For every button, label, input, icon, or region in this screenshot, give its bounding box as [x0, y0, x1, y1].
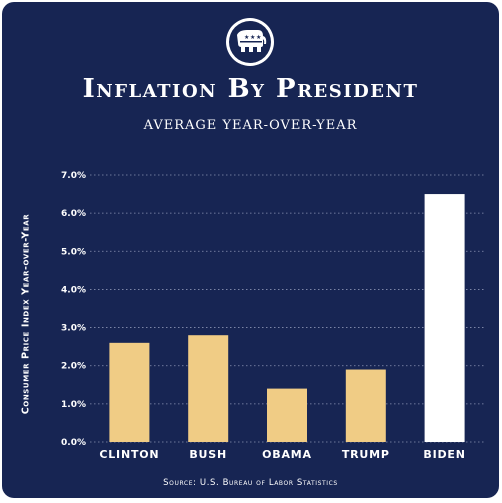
- x-tick-label: BUSH: [189, 448, 227, 461]
- source-note: Source: U.S. Bureau of Labor Statistics: [163, 478, 338, 488]
- svg-text:★: ★: [256, 34, 261, 41]
- x-tick-label: BIDEN: [423, 448, 465, 461]
- y-tick-label: 1.0%: [61, 400, 86, 410]
- bar-chart: 0.0% 1.0% 2.0% 3.0% 4.0% 5.0% 6.0% 7.0% CLINTON…: [61, 171, 484, 461]
- x-tick-label: CLINTON: [99, 448, 159, 461]
- chart-title: Inflation By President: [82, 74, 419, 104]
- chart-card: ★ ★ ★ Inflation By President AVERAGE YEA…: [2, 2, 499, 498]
- bar-bush: [188, 335, 229, 442]
- republican-elephant-icon: ★ ★ ★: [226, 18, 274, 66]
- bar-obama: [267, 388, 307, 442]
- bar-biden: [424, 194, 465, 442]
- y-tick-label: 6.0%: [61, 209, 86, 219]
- y-tick-label: 4.0%: [61, 285, 86, 295]
- bar-clinton: [109, 342, 150, 442]
- y-axis-ticks: 0.0% 1.0% 2.0% 3.0% 4.0% 5.0% 6.0% 7.0%: [61, 171, 86, 448]
- bar-trump: [345, 369, 386, 442]
- y-tick-label: 7.0%: [61, 171, 86, 181]
- bars: [109, 194, 465, 442]
- x-tick-label: OBAMA: [262, 448, 312, 461]
- chart-subtitle: AVERAGE YEAR-OVER-YEAR: [143, 118, 358, 133]
- y-tick-label: 3.0%: [61, 324, 86, 334]
- svg-text:★: ★: [250, 34, 255, 41]
- y-tick-label: 5.0%: [61, 247, 86, 257]
- svg-text:★: ★: [244, 34, 249, 41]
- y-tick-label: 2.0%: [61, 362, 86, 372]
- x-tick-label: TRUMP: [342, 448, 390, 461]
- x-axis-labels: CLINTON BUSH OBAMA TRUMP BIDEN: [99, 448, 465, 461]
- y-tick-label: 0.0%: [61, 438, 86, 448]
